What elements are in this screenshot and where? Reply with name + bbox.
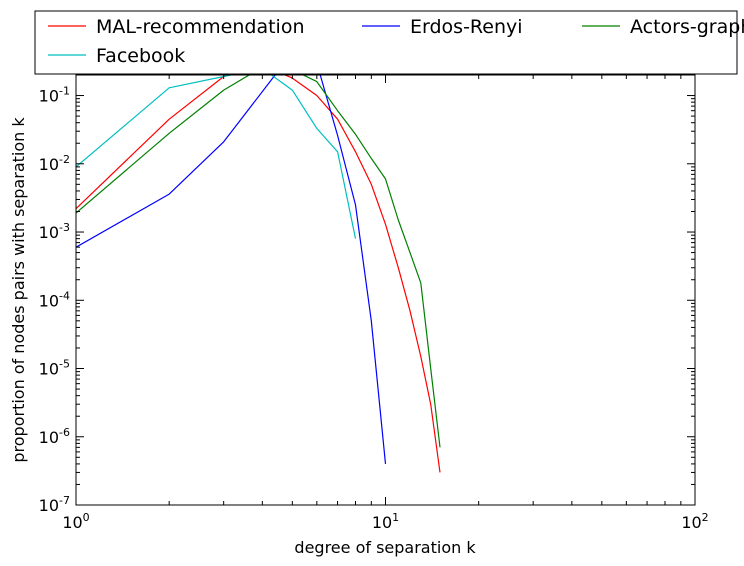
- y-tick-label: 10-5: [39, 358, 70, 379]
- y-tick-label: 10-4: [39, 289, 70, 310]
- x-tick-label-exponent: 0: [83, 511, 90, 524]
- y-tick-label-base: 10: [39, 496, 59, 515]
- x-tick-label-exponent: 2: [702, 511, 709, 524]
- y-tick-label-exponent: -1: [59, 85, 70, 98]
- y-tick-label-base: 10: [39, 87, 59, 106]
- x-tick-label-exponent: 1: [392, 511, 399, 524]
- x-tick-label: 101: [372, 511, 399, 532]
- y-tick-label-base: 10: [39, 223, 59, 242]
- legend-entries: MAL-recommendation Erdos-Renyi Actors-grap…: [48, 16, 744, 67]
- legend: MAL-recommendation Erdos-Renyi Actors-grap…: [34, 10, 744, 75]
- legend-label-facebook: Facebook: [96, 45, 185, 67]
- x-tick-label-base: 10: [62, 513, 82, 532]
- x-axis-label: degree of separation k: [294, 538, 476, 557]
- series-line-erdos-renyi: [76, 75, 387, 464]
- y-tick-label: 10-1: [39, 85, 70, 106]
- y-tick-label: 10-3: [39, 221, 70, 242]
- series-line-actors-graph: [76, 75, 441, 448]
- series-layer: [76, 75, 441, 473]
- plot-area: [76, 75, 695, 505]
- y-tick-label-exponent: -2: [59, 153, 70, 166]
- y-tick-label: 10-7: [39, 494, 70, 515]
- y-tick-label-exponent: -3: [59, 221, 70, 234]
- legend-box: [34, 10, 738, 75]
- y-tick-label-exponent: -5: [59, 358, 70, 371]
- legend-label-erdos-renyi: Erdos-Renyi: [410, 16, 523, 38]
- y-tick-label: 10-6: [39, 426, 70, 447]
- x-tick-label-base: 10: [681, 513, 701, 532]
- legend-label-actors-graph: Actors-graph: [630, 16, 744, 38]
- x-tick-label: 102: [681, 511, 708, 532]
- x-tick-label-base: 10: [372, 513, 392, 532]
- ticks-layer: [75, 74, 696, 506]
- series-line-facebook: [76, 75, 357, 239]
- y-axis-label: proportion of nodes pairs with separatio…: [9, 117, 28, 463]
- y-tick-label: 10-2: [39, 153, 70, 174]
- y-tick-label-base: 10: [39, 155, 59, 174]
- legend-label-mal-recommendation: MAL-recommendation: [96, 16, 305, 38]
- y-tick-label-exponent: -7: [59, 494, 70, 507]
- y-tick-label-base: 10: [39, 428, 59, 447]
- series-line-mal-recommendation: [76, 75, 441, 473]
- x-tick-label: 100: [62, 511, 89, 532]
- y-tick-label-exponent: -4: [59, 289, 70, 302]
- y-tick-label-base: 10: [39, 360, 59, 379]
- y-tick-label-base: 10: [39, 291, 59, 310]
- y-tick-label-exponent: -6: [59, 426, 70, 439]
